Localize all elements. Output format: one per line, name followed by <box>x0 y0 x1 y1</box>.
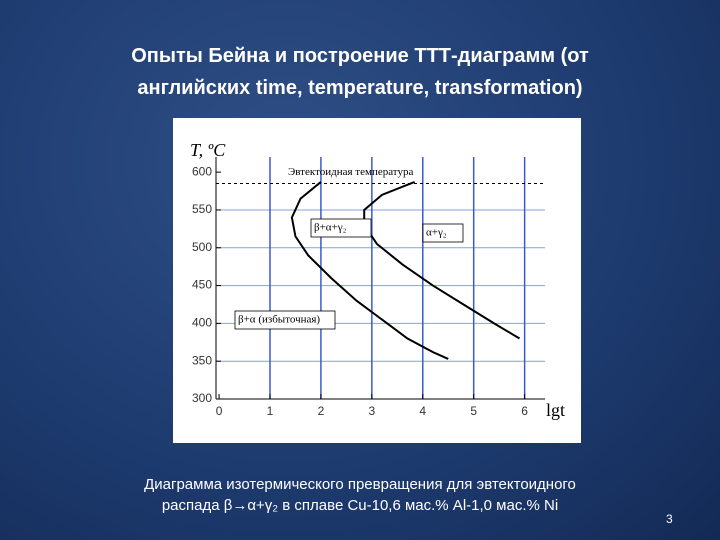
y-tick-label: 400 <box>192 316 212 330</box>
y-tick-label: 300 <box>192 391 212 405</box>
annotation-box <box>234 310 336 330</box>
caption-line: распада β→α+γ₂ в сплаве Cu-10,6 мас.% Al… <box>161 497 559 514</box>
curve <box>290 181 449 360</box>
title-line: Опыты Бейна и построение ТТТ-диаграмм (о… <box>131 45 589 67</box>
x-tick-label: 0 <box>216 404 223 418</box>
x-tick-label: 5 <box>470 404 477 418</box>
annotation-box <box>310 218 372 238</box>
y-tick-label: 450 <box>192 278 212 292</box>
page-number: 3 <box>666 512 673 526</box>
y-tick-label: 550 <box>192 202 212 216</box>
reference-label: Эвтектоидная температура <box>288 166 413 178</box>
annotation: β+α+γ₂ <box>314 222 347 234</box>
x-tick-label: 3 <box>368 404 375 418</box>
chart-background <box>173 118 581 443</box>
curve <box>363 181 521 340</box>
y-tick-label: 500 <box>192 240 212 254</box>
x-tick-label: 4 <box>419 404 426 418</box>
x-tick-label: 1 <box>267 404 274 418</box>
y-tick-label: 600 <box>192 164 212 178</box>
y-axis-label: T, ºC <box>190 140 226 160</box>
y-tick-label: 350 <box>192 353 212 367</box>
annotation-box <box>422 223 464 243</box>
caption: Диаграмма изотермического превращения дл… <box>0 474 720 516</box>
x-axis-label: lgt <box>546 400 565 420</box>
annotation: β+α (избыточная) <box>238 314 320 326</box>
caption-line: Диаграмма изотермического превращения дл… <box>144 476 576 493</box>
title-line: английских time, temperature, transforma… <box>137 77 583 99</box>
x-tick-label: 6 <box>521 404 528 418</box>
annotation: α+γ₂ <box>426 227 447 239</box>
x-tick-label: 2 <box>318 404 325 418</box>
slide-title: Опыты Бейна и построение ТТТ-диаграмм (о… <box>0 40 720 104</box>
